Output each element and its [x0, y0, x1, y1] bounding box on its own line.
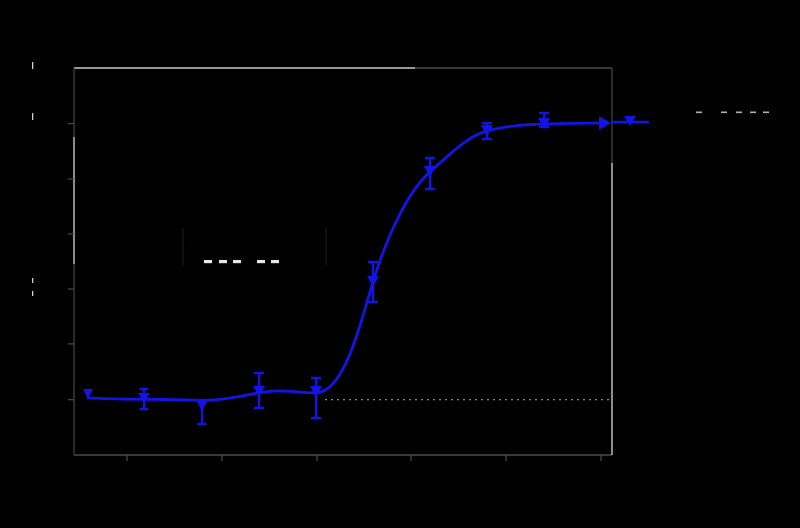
- svg-text:Cell Viability (% of control): Cell Viability (% of control): [5, 198, 17, 326]
- svg-text:N: N: [333, 240, 339, 249]
- svg-text:-7: -7: [313, 462, 321, 472]
- svg-text:-5: -5: [502, 462, 510, 472]
- svg-text:Best-fit values: Best-fit values: [190, 230, 232, 237]
- svg-text:Dose-Response Curve of Compoun: Dose-Response Curve of Compound X on Cel…: [253, 7, 546, 21]
- svg-text:HillSlope: HillSlope: [260, 250, 292, 259]
- svg-text:LogEC50: LogEC50: [260, 240, 294, 249]
- svg-text:100: 100: [49, 175, 66, 186]
- svg-text:0: 0: [60, 395, 66, 406]
- svg-text:log[Concentration] (M): log[Concentration] (M): [289, 495, 398, 507]
- svg-text:-6: -6: [407, 462, 415, 472]
- svg-text:Bottom: Bottom: [190, 240, 216, 249]
- svg-text:150: 150: [49, 64, 66, 75]
- svg-text:-10: -10: [67, 462, 80, 472]
- svg-text:-9: -9: [123, 462, 131, 472]
- svg-text:-4: -4: [597, 462, 605, 472]
- svg-text:95% CI: 95% CI: [260, 230, 282, 237]
- svg-text:50: 50: [55, 285, 67, 296]
- svg-text:Top: Top: [190, 250, 203, 259]
- svg-text:Cell viability (%): Cell viability (%): [656, 118, 727, 129]
- svg-text:-8: -8: [218, 462, 226, 472]
